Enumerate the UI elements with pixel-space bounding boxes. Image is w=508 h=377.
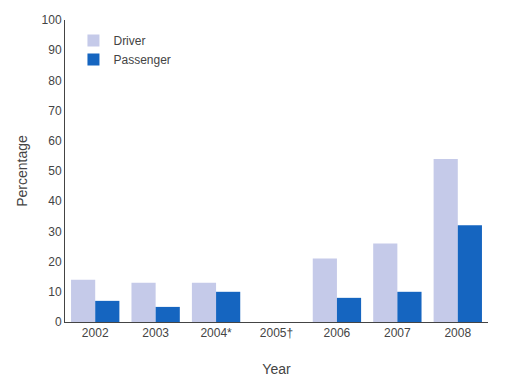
svg-text:2005†: 2005†	[260, 326, 293, 340]
svg-text:50: 50	[48, 164, 62, 178]
svg-text:60: 60	[48, 134, 62, 148]
svg-text:2008: 2008	[444, 326, 471, 340]
svg-text:70: 70	[48, 104, 62, 118]
svg-text:30: 30	[48, 225, 62, 239]
svg-text:0: 0	[55, 315, 62, 329]
svg-text:2002: 2002	[82, 326, 109, 340]
svg-text:10: 10	[48, 285, 62, 299]
svg-text:2003: 2003	[142, 326, 169, 340]
svg-text:40: 40	[48, 194, 62, 208]
svg-text:Year: Year	[262, 361, 291, 377]
svg-text:Percentage: Percentage	[14, 135, 30, 207]
svg-text:2006: 2006	[324, 326, 351, 340]
svg-text:Driver: Driver	[113, 34, 145, 48]
svg-text:90: 90	[48, 43, 62, 57]
svg-text:80: 80	[48, 74, 62, 88]
svg-text:20: 20	[48, 255, 62, 269]
svg-text:100: 100	[42, 13, 62, 27]
svg-text:2004*: 2004*	[200, 326, 232, 340]
svg-text:Passenger: Passenger	[113, 53, 170, 67]
svg-text:2007: 2007	[384, 326, 411, 340]
